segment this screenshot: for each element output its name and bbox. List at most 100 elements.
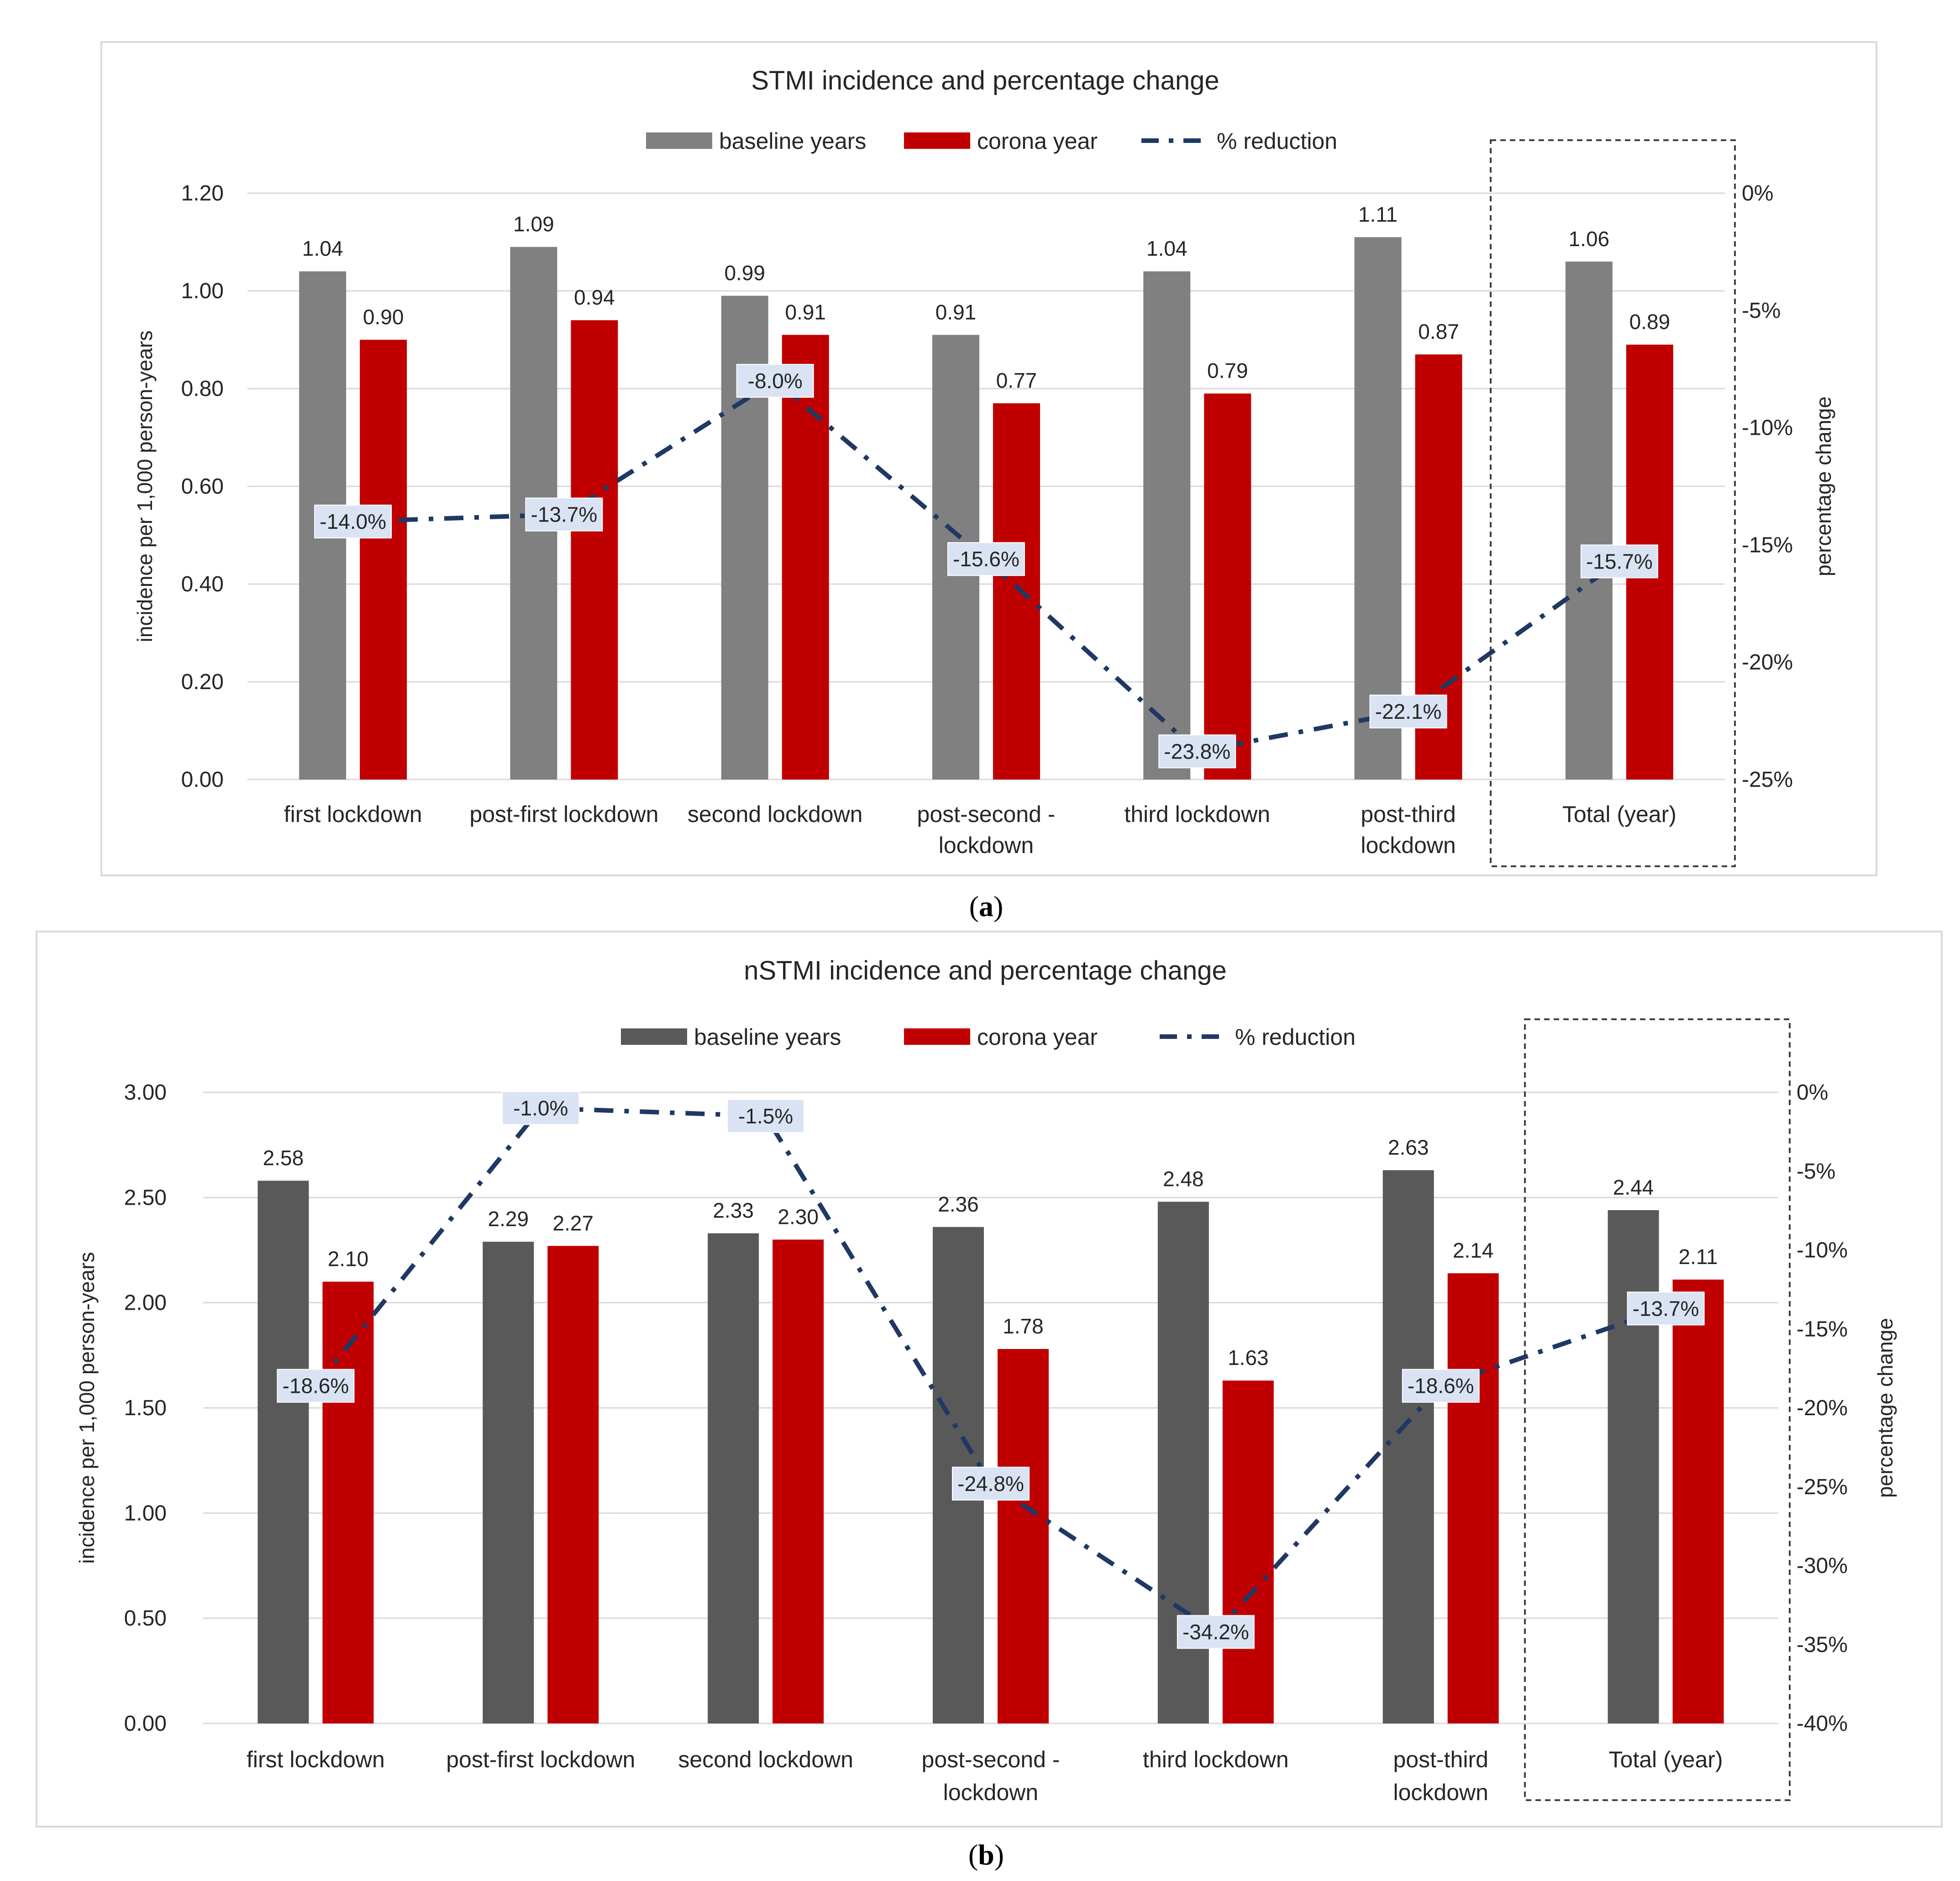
p1-reduction-label: -24.8%	[957, 1472, 1024, 1496]
p1-reduction-label: -18.6%	[1408, 1374, 1474, 1398]
p0-total-highlight-box	[1490, 139, 1736, 867]
p1-bar-corona	[322, 1281, 374, 1723]
p1-data-label-baseline: 2.48	[1163, 1167, 1204, 1191]
p1-reduction-label: -1.5%	[738, 1104, 793, 1128]
p0-data-label-corona: 0.79	[1207, 359, 1248, 383]
p1-category-label: lockdown	[1393, 1780, 1488, 1805]
p0-y-tick-label: 1.20	[181, 181, 224, 205]
p0-reduction-label: -22.1%	[1375, 700, 1442, 723]
p0-data-label-corona: 0.77	[996, 369, 1037, 392]
p0-data-label-baseline: 0.91	[935, 300, 977, 324]
p1-y2-tick-label: -25%	[1797, 1475, 1848, 1499]
p1-bar-baseline	[1382, 1170, 1434, 1723]
p0-reduction-label: -15.7%	[1586, 549, 1653, 573]
p1-data-label-baseline: 2.29	[488, 1207, 529, 1231]
p1-bar-baseline	[483, 1242, 534, 1723]
p1-y2-tick-label: -20%	[1797, 1396, 1848, 1420]
p0-reduction-label-box	[947, 542, 1025, 576]
p1-legend-label-1: corona year	[977, 1024, 1098, 1050]
p0-reduction-label: -15.6%	[953, 547, 1019, 571]
p1-bar-corona	[772, 1239, 824, 1723]
p0-reduction-label: -13.7%	[531, 503, 598, 527]
p1-y-tick-label: 2.00	[124, 1291, 167, 1315]
p1-data-label-corona: 2.30	[778, 1205, 819, 1228]
p1-data-label-corona: 2.27	[553, 1211, 594, 1235]
p0-data-label-corona: 0.89	[1629, 310, 1671, 334]
p0-panel-label-letter: a	[979, 890, 993, 922]
p0-category-label: Total (year)	[1562, 801, 1676, 827]
p1-y2-tick-label: -10%	[1797, 1238, 1848, 1263]
p0-y-tick-label: 0.00	[181, 768, 224, 792]
p0-panel-label-close: )	[993, 890, 1003, 922]
p1-reduction-label-box	[1627, 1291, 1705, 1326]
p1-y2-tick-label: -40%	[1797, 1712, 1848, 1736]
p0-y-tick-label: 1.00	[181, 279, 224, 303]
p1-category-label: lockdown	[943, 1780, 1038, 1805]
p0-chart-title: STMI incidence and percentage change	[751, 66, 1219, 95]
p1-data-label-corona: 2.10	[328, 1247, 369, 1271]
p0-panel-label: (a)	[969, 890, 1004, 922]
p0-data-label-baseline: 1.11	[1358, 202, 1398, 226]
p1-y-axis-title: incidence per 1,000 person-years	[75, 1252, 99, 1564]
p1-y2-tick-label: -35%	[1797, 1633, 1848, 1657]
p0-y-tick-label: 0.80	[181, 377, 224, 401]
p1-bar-corona	[1672, 1279, 1724, 1723]
p0-y2-tick-label: -20%	[1742, 650, 1793, 674]
p1-reduction-label: -18.6%	[283, 1374, 349, 1398]
p0-category-label: second lockdown	[688, 801, 863, 827]
p1-reduction-label-box	[727, 1099, 805, 1133]
p0-reduction-label: -14.0%	[320, 510, 386, 533]
p0-data-label-corona: 0.91	[785, 300, 826, 324]
p0-reduction-label: -8.0%	[748, 369, 803, 393]
p0-category-label: post-third	[1361, 801, 1456, 827]
p0-category-label: third lockdown	[1124, 801, 1270, 827]
p0-data-label-baseline: 1.06	[1569, 227, 1610, 251]
p0-data-label-corona: 0.90	[363, 305, 404, 329]
p0-category-label: first lockdown	[284, 801, 422, 827]
p1-bar-corona	[547, 1246, 599, 1723]
p0-reduction-label-box	[1158, 734, 1236, 769]
p1-bar-corona	[1447, 1273, 1499, 1723]
p1-category-label: post-first lockdown	[446, 1747, 635, 1772]
p1-reduction-label-box	[1402, 1369, 1480, 1403]
p0-y2-tick-label: -5%	[1742, 299, 1781, 323]
p0-y2-tick-label: 0%	[1742, 181, 1773, 205]
p1-reduction-label-box	[277, 1369, 355, 1403]
p0-y-axis-title: incidence per 1,000 person-years	[133, 331, 157, 643]
p1-y-tick-label: 1.00	[124, 1501, 167, 1525]
p1-bar-baseline	[257, 1180, 309, 1723]
p1-data-label-baseline: 2.63	[1388, 1135, 1429, 1159]
p0-y2-axis-title: percentage change	[1812, 396, 1835, 576]
p0-reduction-label: -23.8%	[1164, 739, 1230, 763]
p1-reduction-label-box	[952, 1466, 1030, 1501]
p1-reduction-label-box	[1177, 1615, 1255, 1649]
p1-reduction-label: -1.0%	[513, 1096, 568, 1120]
p1-y2-tick-label: -15%	[1797, 1317, 1848, 1341]
p0-bar-baseline	[1565, 261, 1613, 780]
p0-legend-label-0: baseline years	[719, 128, 866, 154]
p1-legend-swatch-1	[904, 1028, 970, 1045]
p1-data-label-corona: 2.14	[1453, 1238, 1494, 1262]
p1-bar-corona	[1222, 1380, 1274, 1723]
p0-data-label-corona: 0.94	[574, 285, 615, 309]
p0-y2-tick-label: -15%	[1742, 533, 1793, 557]
p1-reduction-label: -34.2%	[1182, 1620, 1249, 1644]
p1-data-label-corona: 1.63	[1228, 1346, 1269, 1370]
p1-y-tick-label: 2.50	[124, 1186, 167, 1210]
p0-reduction-label-box	[525, 497, 603, 532]
p1-data-label-baseline: 2.36	[938, 1192, 979, 1216]
p0-legend-swatch-1	[904, 132, 970, 149]
p0-reduction-label-box	[1369, 695, 1447, 729]
p0-bar-corona	[782, 335, 829, 780]
p0-y2-tick-label: -10%	[1742, 416, 1793, 440]
p1-y-tick-label: 3.00	[124, 1080, 167, 1105]
p0-reduction-label-box	[736, 364, 814, 398]
p1-data-label-corona: 2.11	[1679, 1245, 1718, 1269]
p1-category-label: Total (year)	[1609, 1747, 1723, 1772]
p1-category-label: post-third	[1393, 1747, 1488, 1772]
p1-legend-label-0: baseline years	[694, 1024, 841, 1050]
p1-category-label: second lockdown	[678, 1747, 853, 1772]
p1-bar-corona	[998, 1349, 1049, 1723]
p0-panel-label-open: (	[969, 890, 979, 922]
